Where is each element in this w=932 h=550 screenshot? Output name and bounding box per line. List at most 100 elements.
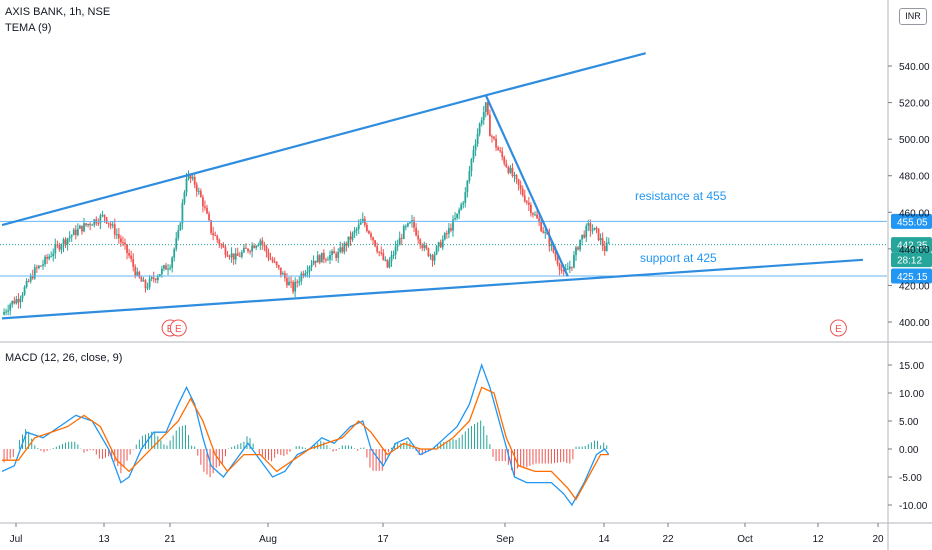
candle-body [175, 238, 178, 249]
candle-body [76, 228, 79, 235]
candle-body [238, 255, 241, 257]
candle-body [380, 252, 383, 254]
candle-body [31, 275, 34, 279]
candle-body [560, 269, 563, 271]
candle-body [70, 235, 73, 237]
candle-body [60, 245, 63, 250]
candle-body [448, 228, 450, 234]
candle-body [126, 244, 128, 254]
candle-body [542, 231, 545, 233]
candle-body [210, 220, 212, 233]
price-tick-label: 520.00 [899, 99, 930, 110]
candle-body [497, 147, 499, 151]
candle-body [216, 235, 219, 241]
candle-body [366, 224, 368, 232]
candle-body [435, 246, 438, 255]
candle-body [472, 150, 475, 160]
candle-body [464, 192, 467, 203]
candle-body [441, 239, 444, 248]
candle-body [243, 247, 245, 253]
candle-body [74, 229, 77, 235]
candle-body [478, 123, 481, 134]
candle-body [257, 244, 260, 247]
upper-trendline [1, 52, 646, 227]
candle-body [298, 281, 301, 283]
candle-body [466, 180, 469, 193]
candle-body [513, 174, 516, 176]
candle-body [353, 230, 356, 233]
candle-body [607, 242, 610, 244]
candle-body [308, 267, 311, 272]
candle-body [271, 259, 274, 262]
candle-body [568, 266, 571, 269]
candle-body [509, 167, 512, 173]
candle-body [320, 252, 323, 263]
candle-body [35, 267, 38, 269]
candle-body [511, 167, 514, 176]
candle-body [93, 219, 96, 225]
drop-line [484, 94, 569, 277]
candle-body [144, 280, 147, 289]
candle-body [134, 266, 137, 276]
candle-body [128, 253, 130, 256]
candle-body [386, 259, 389, 268]
price-tick-label: 420.00 [899, 281, 930, 292]
candle-body [585, 225, 588, 238]
currency-button[interactable]: INR [899, 8, 927, 25]
candle-body [169, 267, 171, 269]
candle-body [577, 247, 579, 250]
candle-body [304, 273, 307, 276]
candle-body [417, 235, 420, 240]
candle-body [300, 273, 303, 282]
candle-body [538, 218, 540, 223]
candle-body [148, 278, 151, 288]
candle-body [163, 265, 165, 269]
candle-body [279, 267, 282, 275]
candle-body [245, 247, 247, 249]
candle-body [224, 247, 227, 255]
candle-body [519, 185, 522, 189]
candle-body [212, 232, 215, 236]
candle-body [493, 136, 495, 139]
candle-body [489, 114, 491, 137]
candle-body [429, 255, 432, 257]
candle-body [562, 270, 565, 272]
candle-body [292, 282, 294, 292]
candle-body [550, 244, 553, 247]
candle-body [253, 245, 256, 249]
candle-body [197, 190, 200, 192]
candle-body [523, 195, 526, 202]
candle-body [534, 214, 536, 216]
earnings-marker [829, 319, 847, 337]
candle-body [458, 209, 461, 214]
candle-body [48, 256, 51, 259]
candle-body [21, 294, 24, 299]
candle-body [251, 245, 253, 252]
candle-body [66, 238, 69, 245]
candle-body [27, 280, 30, 282]
candle-body [413, 220, 415, 228]
candle-body [277, 265, 280, 268]
candle-body [281, 273, 284, 275]
candle-body [193, 176, 196, 185]
candle-body [597, 228, 600, 241]
candle-body [402, 226, 405, 239]
candle-body [589, 223, 592, 231]
candle-body [261, 240, 264, 245]
time-tick-label: Oct [737, 534, 753, 545]
candle-body [54, 244, 57, 254]
candle-body [187, 174, 190, 179]
candle-body [273, 261, 276, 263]
candle-body [605, 242, 608, 252]
candle-body [421, 244, 424, 249]
candle-body [392, 254, 395, 256]
candle-body [525, 201, 528, 203]
candle-body [290, 281, 292, 283]
candle-body [583, 234, 586, 238]
candle-body [593, 227, 596, 231]
candle-body [120, 238, 122, 243]
candle-body [427, 248, 430, 256]
candle-body [398, 237, 401, 246]
candle-body [409, 222, 411, 224]
